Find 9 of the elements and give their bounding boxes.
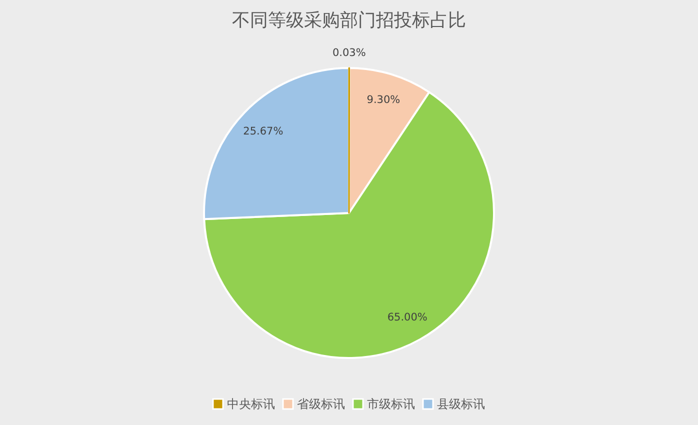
data-label: 0.03% — [332, 47, 366, 59]
legend-label: 县级标讯 — [437, 397, 485, 411]
data-label: 25.67% — [243, 126, 284, 138]
legend-label: 市级标讯 — [367, 397, 415, 411]
chart-title: 不同等级采购部门招投标占比 — [232, 10, 466, 31]
data-label: 65.00% — [387, 312, 428, 324]
legend-label: 中央标讯 — [227, 397, 275, 411]
data-label: 9.30% — [366, 94, 400, 106]
legend-label: 省级标讯 — [297, 397, 345, 411]
